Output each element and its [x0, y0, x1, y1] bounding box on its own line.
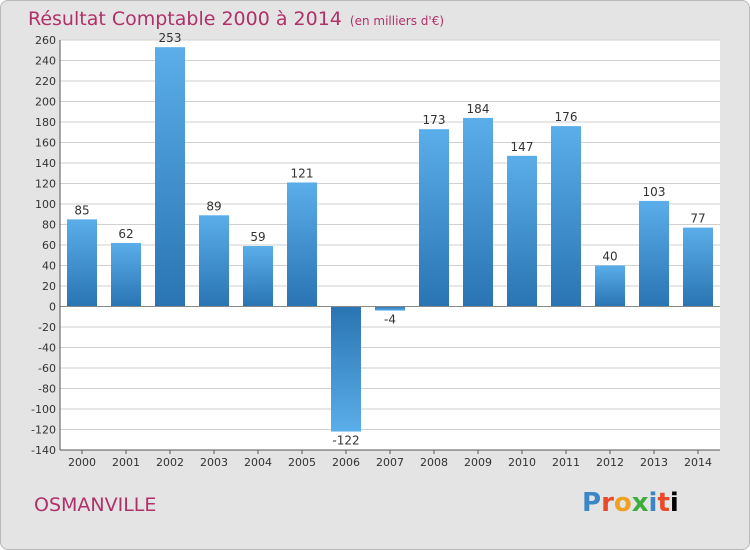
x-tick-label: 2013 — [640, 456, 668, 469]
bar-2003 — [199, 215, 229, 307]
y-tick-label: 160 — [35, 137, 56, 150]
x-tick-label: 2014 — [684, 456, 712, 469]
x-tick-label: 2009 — [464, 456, 492, 469]
y-tick-label: -100 — [31, 403, 56, 416]
chart-title: Résultat Comptable 2000 à 2014 (en millie… — [28, 8, 444, 30]
bar-2004 — [243, 246, 273, 307]
y-tick-label: 120 — [35, 178, 56, 191]
x-tick-label: 2005 — [288, 456, 316, 469]
data-label-2014: 77 — [690, 212, 705, 226]
bar-2008 — [419, 129, 449, 307]
y-tick-label: -120 — [31, 424, 56, 437]
chart-subtitle: (en milliers d'€) — [349, 14, 445, 28]
x-tick-label: 2007 — [376, 456, 404, 469]
bar-2010 — [507, 155, 537, 307]
bar-2009 — [463, 117, 493, 307]
data-label-2009: 184 — [467, 102, 490, 116]
x-tick-label: 2008 — [420, 456, 448, 469]
y-tick-label: -40 — [38, 342, 56, 355]
y-tick-label: 40 — [42, 260, 56, 273]
y-tick-label: 240 — [35, 55, 56, 68]
y-tick-label: 100 — [35, 198, 56, 211]
data-label-2007: -4 — [384, 313, 396, 327]
y-tick-label: 220 — [35, 75, 56, 88]
y-tick-label: 60 — [42, 239, 56, 252]
data-label-2012: 40 — [602, 250, 617, 264]
town-name: OSMANVILLE — [34, 494, 157, 516]
y-tick-label: 20 — [42, 280, 56, 293]
y-tick-label: -60 — [38, 362, 56, 375]
data-label-2001: 62 — [118, 227, 133, 241]
x-tick-label: 2006 — [332, 456, 360, 469]
data-label-2010: 147 — [511, 140, 534, 154]
y-tick-label: 200 — [35, 96, 56, 109]
data-label-2008: 173 — [423, 113, 446, 127]
x-tick-label: 2003 — [200, 456, 228, 469]
bar-2011 — [551, 126, 581, 307]
bar-2013 — [639, 200, 669, 307]
data-label-2005: 121 — [291, 166, 314, 180]
y-tick-label: 140 — [35, 157, 56, 170]
data-label-2004: 59 — [250, 230, 265, 244]
x-tick-label: 2012 — [596, 456, 624, 469]
y-tick-label: -20 — [38, 321, 56, 334]
y-tick-label: 80 — [42, 219, 56, 232]
y-tick-label: 0 — [49, 301, 56, 314]
bar-2012 — [595, 265, 625, 307]
x-tick-label: 2004 — [244, 456, 272, 469]
data-label-2003: 89 — [206, 199, 221, 213]
x-tick-label: 2011 — [552, 456, 580, 469]
bar-2014 — [683, 227, 713, 307]
bar-2006 — [331, 306, 361, 432]
data-label-2002: 253 — [159, 31, 182, 45]
x-tick-label: 2002 — [156, 456, 184, 469]
y-tick-label: 260 — [35, 34, 56, 47]
bar-2002 — [155, 47, 185, 307]
y-tick-label: 180 — [35, 116, 56, 129]
x-tick-label: 2001 — [112, 456, 140, 469]
y-tick-label: -80 — [38, 383, 56, 396]
data-label-2011: 176 — [555, 110, 578, 124]
data-label-2013: 103 — [643, 185, 666, 199]
chart-title-text: Résultat Comptable 2000 à 2014 — [28, 8, 342, 30]
data-label-2000: 85 — [74, 203, 89, 217]
x-tick-label: 2010 — [508, 456, 536, 469]
x-tick-label: 2000 — [68, 456, 96, 469]
bar-2001 — [111, 242, 141, 307]
y-tick-label: -140 — [31, 444, 56, 457]
data-label-2006: -122 — [332, 434, 359, 448]
proxiti-logo: Proxiti — [582, 488, 679, 518]
bar-2005 — [287, 182, 317, 307]
bar-2000 — [67, 219, 97, 307]
bar-2007 — [375, 306, 405, 311]
